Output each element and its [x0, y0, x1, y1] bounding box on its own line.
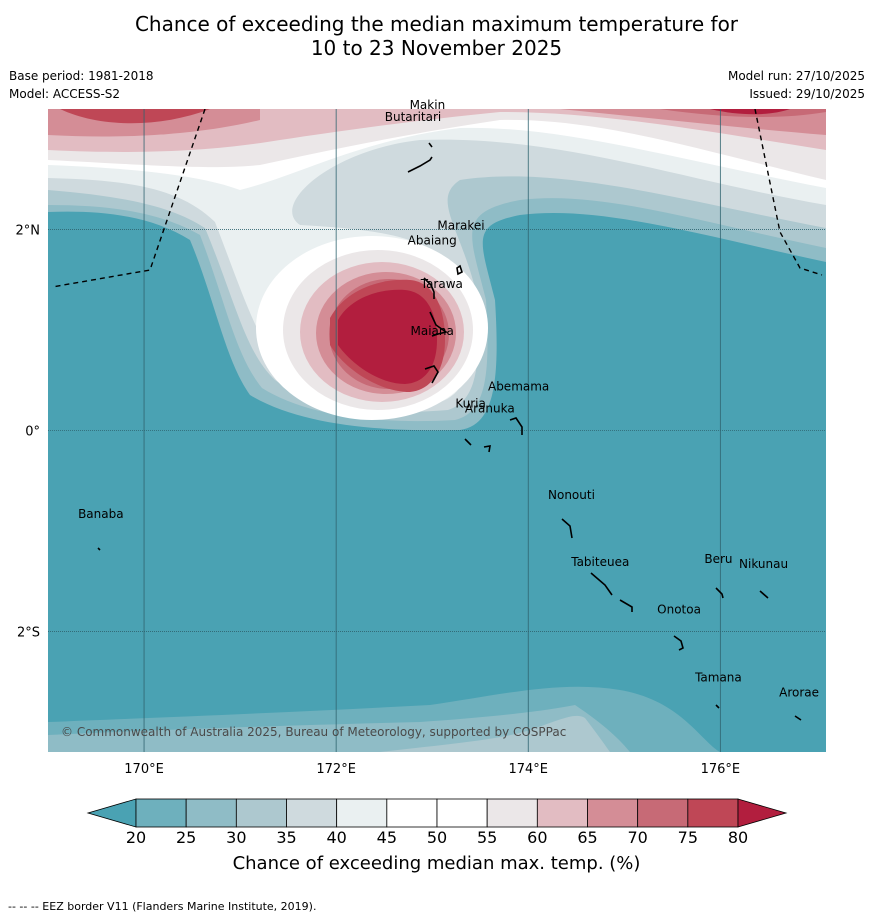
colorbar-swatch [235, 798, 287, 828]
colorbar-tick-label: 40 [326, 828, 347, 847]
lat-tick-label: 2°N [16, 224, 41, 239]
model-run: Model run: 27/10/2025 [727, 69, 865, 83]
place-label-arorae: Arorae [779, 686, 819, 700]
place-label-nikunau: Nikunau [739, 557, 788, 571]
band-35-south [380, 715, 610, 752]
meta-left: Base period: 1981-2018 Model: ACCESS-S2 [9, 67, 154, 103]
place-label-banaba: Banaba [78, 507, 124, 521]
title-line-2: 10 to 23 November 2025 [310, 36, 563, 60]
colorbar [86, 798, 788, 828]
place-label-beru: Beru [704, 552, 732, 566]
place-label-marakei: Marakei [437, 219, 484, 233]
lon-tick-label: 172°E [316, 762, 356, 777]
colorbar-swatch [336, 798, 388, 828]
probability-field [48, 109, 826, 752]
colorbar-swatch [286, 798, 338, 828]
lat-tick-label: 2°S [17, 625, 40, 640]
colorbar-label: Chance of exceeding median max. temp. (%… [232, 853, 641, 874]
band-75-northwest [60, 109, 210, 124]
issued-date: Issued: 29/10/2025 [749, 87, 865, 101]
colorbar-tick-label: 75 [677, 828, 698, 847]
place-label-aranuka: Aranuka [465, 401, 515, 415]
lon-tick-label: 176°E [701, 762, 741, 777]
place-label-abemama: Abemama [488, 379, 549, 393]
colorbar-tick-label: 80 [727, 828, 749, 847]
model-name: Model: ACCESS-S2 [9, 87, 121, 101]
colorbar-tick-label: 50 [426, 828, 448, 847]
band-80-northeast [710, 109, 790, 115]
place-label-maiana: Maiana [411, 324, 454, 338]
colorbar-tick-label: 60 [527, 828, 548, 847]
place-label-tarawa: Tarawa [420, 277, 463, 291]
lon-tick-label: 174°E [508, 762, 548, 777]
colorbar-swatch [587, 798, 639, 828]
island-makin [428, 142, 433, 148]
eez-borders [51, 109, 823, 288]
island-nonouti [561, 518, 573, 539]
place-label-kuria: Kuria [455, 396, 486, 410]
copyright-notice: © Commonwealth of Australia 2025, Bureau… [61, 725, 566, 739]
place-label-butaritari: Butaritari [385, 110, 442, 124]
place-label-nonouti: Nonouti [548, 488, 595, 502]
colorbar-tick-label: 65 [577, 828, 598, 847]
blob-80 [338, 289, 437, 384]
eez-border-west [51, 109, 206, 288]
island-onotoa [673, 635, 684, 651]
base-period: Base period: 1981-2018 [9, 69, 154, 83]
island-marakei [456, 264, 463, 276]
island-banaba [97, 547, 101, 551]
lat-tick-label: 0° [25, 425, 40, 440]
place-label-makin: Makin [410, 98, 446, 112]
island-maiana [424, 365, 439, 384]
colorbar-tick-label: 55 [476, 828, 498, 847]
island-tabiteuea [590, 572, 633, 612]
colorbar-swatch [637, 798, 689, 828]
colorbar-swatch [436, 798, 488, 828]
eez-footnote: -- -- -- EEZ border V11 (Flanders Marine… [8, 900, 317, 913]
colorbar-swatch [687, 798, 739, 828]
graticule [48, 109, 826, 752]
place-label-abaiang: Abaiang [408, 234, 457, 248]
colorbar-over-extension [737, 798, 788, 828]
colorbar-tick-label: 45 [376, 828, 397, 847]
island-abaiang [423, 277, 435, 299]
colorbar-tick-label: 30 [226, 828, 247, 847]
colorbar-swatch [536, 798, 588, 828]
island-tarawa [429, 311, 448, 337]
island-abemama [509, 417, 523, 435]
place-label-tabiteuea: Tabiteuea [570, 555, 629, 569]
island-butaritari [407, 156, 433, 173]
colorbar-swatch [486, 798, 538, 828]
island-outlines [97, 142, 802, 721]
colorbar-tick-label: 70 [627, 828, 648, 847]
island-tamana [715, 704, 720, 709]
island-kuria [464, 438, 472, 446]
colorbar-under-extension [86, 798, 137, 828]
eez-border-east [754, 109, 823, 276]
colorbar-swatch [386, 798, 438, 828]
island-nikunau [759, 590, 769, 599]
colorbar-tick-label: 25 [175, 828, 197, 847]
title-line-1: Chance of exceeding the median maximum t… [134, 12, 739, 36]
place-label-onotoa: Onotoa [657, 602, 701, 616]
colorbar-swatch [135, 798, 187, 828]
lon-tick-label: 170°E [124, 762, 164, 777]
colorbar-swatch [185, 798, 237, 828]
colorbar-tick-label: 35 [276, 828, 297, 847]
island-beru [715, 587, 724, 599]
island-aranuka [483, 445, 491, 453]
place-label-tamana: Tamana [694, 671, 742, 685]
axis-labels: 170°E 172°E 174°E 176°E 2°N 0° 2°S [16, 224, 741, 777]
chart-title: Chance of exceeding the median maximum t… [0, 12, 873, 60]
island-arorae [794, 715, 802, 721]
meta-right: Model run: 27/10/2025 Issued: 29/10/2025 [728, 67, 865, 103]
colorbar-tick-label: 20 [125, 828, 147, 847]
